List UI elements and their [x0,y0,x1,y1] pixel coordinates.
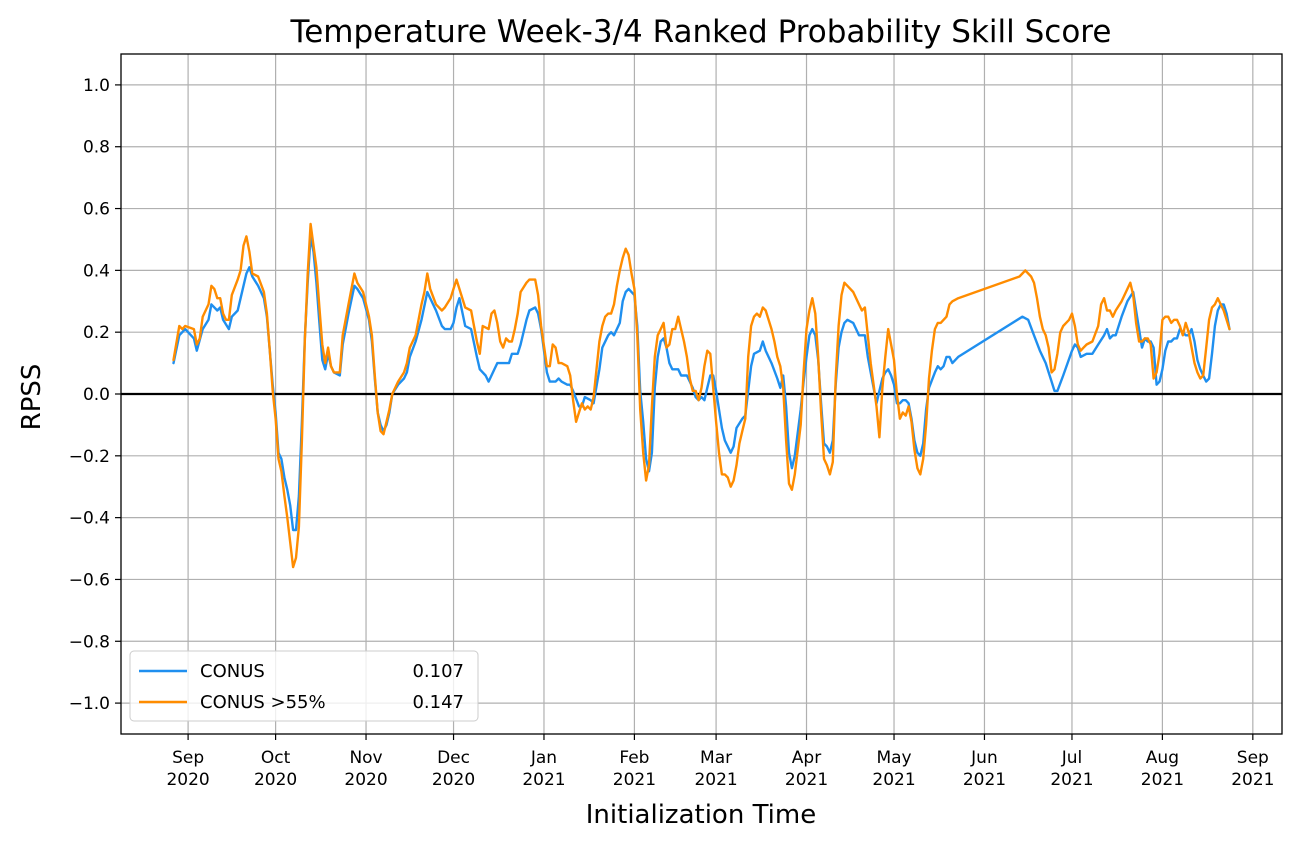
x-axis-label: Initialization Time [586,800,816,830]
x-tick-label: Nov 2020 [344,748,387,790]
x-tick-label: Apr 2021 [785,748,828,790]
x-ticks: Sep 2020 Oct 2020 Nov 2020 Dec 2020 Jan 2021 Feb 20… [166,734,1274,790]
y-ticks: −1.0 −0.8 −0.6 −0.4 −0.2 0.0 0.2 0.4 0.6 0.8 1.0 [69,76,121,714]
x-tick-label: Oct 2020 [254,748,297,790]
y-tick-label: −0.8 [69,632,110,652]
legend-series-name: CONUS >55% [200,692,326,713]
x-tick-label: Dec 2020 [432,748,475,790]
x-tick-label: Mar 2021 [694,748,737,790]
y-tick-label: 0.4 [83,261,110,281]
y-tick-label: 0.0 [83,385,110,405]
legend-series-name: CONUS [200,661,265,682]
y-tick-label: −1.0 [69,694,110,714]
y-tick-label: 0.2 [83,323,110,343]
x-tick-label: Sep 2020 [166,748,209,790]
legend-series-mean: 0.107 [412,661,464,682]
y-tick-label: −0.6 [69,570,110,590]
legend: CONUS 0.107 CONUS >55% 0.147 [129,650,479,722]
x-tick-label: Jan 2021 [522,748,565,790]
x-tick-label: Jun 2021 [963,748,1006,790]
y-tick-label: −0.2 [69,447,110,467]
series-line-conus-gt55 [172,222,1231,569]
x-tick-label: Sep 2021 [1231,748,1274,790]
legend-box [129,650,479,722]
x-tick-label: Feb 2021 [613,748,656,790]
series-layer [172,222,1231,569]
chart-title: Temperature Week-3/4 Ranked Probability … [290,14,1112,50]
x-tick-label: Jul 2021 [1050,748,1093,790]
x-tick-label: Aug 2021 [1141,748,1184,790]
y-tick-label: 0.6 [83,200,110,220]
x-tick-label: May 2021 [872,748,915,790]
legend-series-mean: 0.147 [412,692,464,713]
y-tick-label: −0.4 [69,509,110,529]
y-axis-label: RPSS [17,364,47,431]
y-tick-label: 1.0 [83,76,110,96]
y-tick-label: 0.8 [83,138,110,158]
